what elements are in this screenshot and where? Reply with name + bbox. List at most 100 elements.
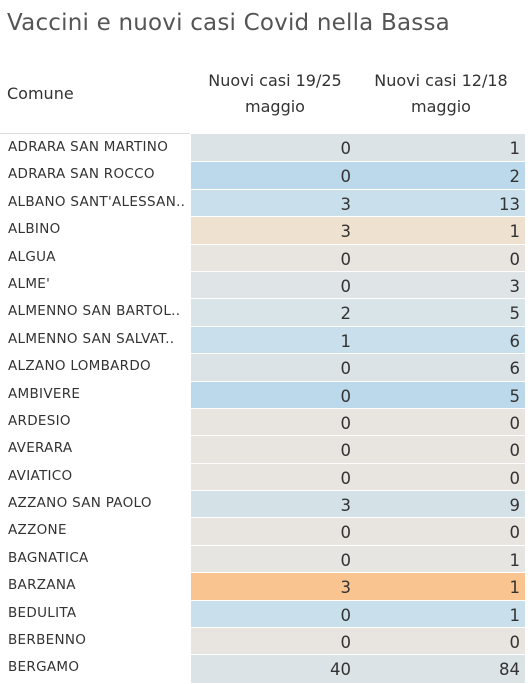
table-row[interactable]: AZZONE 0 0: [0, 517, 528, 546]
nuovi-casi-12-18-value: 0: [509, 468, 521, 488]
comune-name: BEDULITA: [8, 604, 77, 621]
page-title: Vaccini e nuovi casi Covid nella Bassa: [7, 10, 450, 36]
header-divider: [0, 133, 190, 134]
comune-name: ALGUA: [8, 248, 56, 265]
nuovi-casi-12-18-value: 2: [509, 167, 521, 187]
comune-name: ALME': [8, 275, 51, 292]
comune-name: BERGAMO: [8, 659, 80, 676]
table-row[interactable]: AVERARA 0 0: [0, 435, 528, 464]
nuovi-casi-12-18-value: 0: [509, 633, 521, 653]
table-row[interactable]: ALMENNO SAN BARTOL.. 2 5: [0, 298, 528, 327]
row-cells: 3 13: [191, 188, 525, 218]
nuovi-casi-19-25-value: 0: [340, 386, 352, 406]
nuovi-casi-19-25-value: 2: [340, 304, 352, 324]
row-cells: 40 84: [191, 654, 525, 683]
nuovi-casi-12-18-value: 3: [509, 276, 521, 296]
comune-name: AMBIVERE: [8, 385, 81, 402]
table-row[interactable]: ALME' 0 3: [0, 270, 528, 300]
column-header-line: maggio: [245, 97, 305, 116]
table-row[interactable]: ALBINO 3 1: [0, 216, 528, 245]
nuovi-casi-12-18-value: 9: [509, 496, 521, 516]
nuovi-casi-19-25-value: 1: [340, 331, 352, 351]
comune-name: ALBINO: [8, 221, 61, 238]
table-row[interactable]: BEDULITA 0 1: [0, 599, 528, 629]
comune-name: ADRARA SAN ROCCO: [8, 166, 155, 183]
nuovi-casi-19-25-value: 3: [340, 496, 352, 516]
nuovi-casi-19-25-value: 40: [330, 660, 351, 680]
column-header-nuovi-casi-12-18[interactable]: Nuovi casi 12/18 maggio: [358, 68, 524, 138]
nuovi-casi-19-25-value: 0: [340, 550, 352, 570]
table-row[interactable]: AVIATICO 0 0: [0, 462, 528, 492]
nuovi-casi-12-18-value: 6: [509, 359, 521, 379]
table-row[interactable]: ALMENNO SAN SALVAT.. 1 6: [0, 325, 528, 355]
nuovi-casi-19-25-value: 3: [340, 222, 352, 242]
comune-name: ARDESIO: [8, 412, 71, 429]
nuovi-casi-12-18-value: 5: [509, 304, 521, 324]
nuovi-casi-19-25-value: 0: [340, 276, 352, 296]
nuovi-casi-19-25-value: 0: [340, 413, 352, 433]
comune-name: ALMENNO SAN SALVAT..: [8, 330, 175, 347]
column-header-line: Nuovi casi 19/25: [208, 71, 342, 90]
nuovi-casi-12-18-value: 0: [509, 413, 521, 433]
table-row[interactable]: BERBENNO 0 0: [0, 627, 528, 656]
table-body: ADRARA SAN MARTINO 0 1 ADRARA SAN ROCCO 0 2 AL…: [0, 134, 528, 683]
table-row[interactable]: BAGNATICA 0 1: [0, 544, 528, 574]
nuovi-casi-19-25-value: 0: [340, 468, 352, 488]
table-row[interactable]: AMBIVERE 0 5: [0, 380, 528, 409]
nuovi-casi-12-18-value: 1: [509, 139, 521, 158]
comune-name: ADRARA SAN MARTINO: [8, 139, 169, 155]
nuovi-casi-19-25-value: 0: [340, 605, 352, 625]
table-row[interactable]: ALGUA 0 0: [0, 243, 528, 272]
nuovi-casi-12-18-value: 1: [509, 550, 521, 570]
comune-name: AZZONE: [8, 522, 67, 539]
nuovi-casi-19-25-value: 0: [340, 359, 352, 379]
nuovi-casi-12-18-value: 1: [509, 222, 521, 242]
table-row[interactable]: ALZANO LOMBARDO 0 6: [0, 353, 528, 382]
nuovi-casi-12-18-value: 5: [509, 386, 521, 406]
nuovi-casi-12-18-value: 0: [509, 249, 521, 269]
column-header-line: Nuovi casi 12/18: [374, 71, 508, 90]
nuovi-casi-19-25-value: 0: [340, 633, 352, 653]
comune-name: ALZANO LOMBARDO: [8, 358, 151, 375]
table-row[interactable]: ADRARA SAN ROCCO 0 2: [0, 161, 528, 190]
comune-name: AVIATICO: [8, 467, 73, 484]
comune-name: ALMENNO SAN BARTOL..: [8, 303, 181, 320]
comune-name: BARZANA: [8, 577, 76, 594]
nuovi-casi-12-18-value: 6: [509, 331, 521, 351]
comune-name: BERBENNO: [8, 632, 87, 649]
comune-name: AZZANO SAN PAOLO: [8, 495, 152, 512]
table-row[interactable]: ADRARA SAN MARTINO 0 1: [0, 134, 528, 162]
nuovi-casi-19-25-value: 0: [340, 167, 352, 187]
column-header-nuovi-casi-19-25[interactable]: Nuovi casi 19/25 maggio: [192, 68, 358, 138]
table-row[interactable]: ARDESIO 0 0: [0, 407, 528, 437]
comune-name: BAGNATICA: [8, 549, 89, 566]
table-row[interactable]: AZZANO SAN PAOLO 3 9: [0, 490, 528, 519]
nuovi-casi-19-25-value: 0: [340, 139, 352, 158]
column-header-comune[interactable]: Comune: [7, 84, 74, 103]
comune-name: ALBANO SANT'ALESSAN..: [8, 193, 186, 210]
table-row[interactable]: ALBANO SANT'ALESSAN.. 3 13: [0, 188, 528, 218]
table-row[interactable]: BERGAMO 40 84: [0, 654, 528, 683]
nuovi-casi-19-25-value: 0: [340, 249, 352, 269]
nuovi-casi-19-25-value: 3: [340, 578, 352, 598]
nuovi-casi-12-18-value: 0: [509, 441, 521, 461]
nuovi-casi-12-18-value: 13: [499, 194, 520, 214]
table-row[interactable]: BARZANA 3 1: [0, 572, 528, 601]
